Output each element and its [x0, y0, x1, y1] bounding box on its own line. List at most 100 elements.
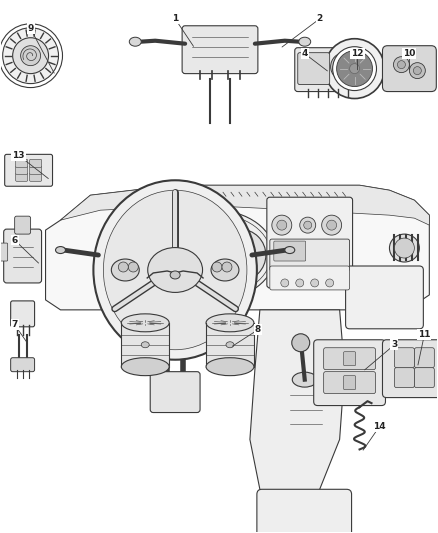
Circle shape	[410, 63, 425, 78]
FancyBboxPatch shape	[14, 216, 31, 234]
FancyBboxPatch shape	[270, 266, 350, 290]
Ellipse shape	[285, 247, 295, 254]
FancyBboxPatch shape	[11, 358, 35, 372]
Circle shape	[326, 279, 334, 287]
FancyBboxPatch shape	[16, 166, 28, 174]
FancyBboxPatch shape	[395, 368, 414, 387]
Circle shape	[393, 56, 410, 72]
FancyBboxPatch shape	[5, 155, 53, 186]
Text: 1: 1	[172, 14, 178, 23]
Circle shape	[118, 262, 128, 272]
Circle shape	[222, 262, 232, 272]
FancyBboxPatch shape	[343, 376, 356, 390]
FancyBboxPatch shape	[257, 489, 352, 533]
Circle shape	[337, 59, 353, 75]
Ellipse shape	[93, 180, 257, 360]
Circle shape	[212, 262, 222, 272]
FancyBboxPatch shape	[30, 166, 42, 174]
Polygon shape	[46, 185, 429, 310]
Ellipse shape	[299, 37, 311, 46]
Circle shape	[3, 28, 59, 84]
Text: 3: 3	[391, 340, 398, 349]
Circle shape	[277, 220, 287, 230]
Circle shape	[160, 220, 230, 290]
FancyBboxPatch shape	[324, 348, 375, 370]
Ellipse shape	[389, 234, 419, 262]
Circle shape	[325, 39, 385, 99]
Circle shape	[13, 38, 49, 74]
Ellipse shape	[56, 247, 66, 254]
Text: 2: 2	[317, 14, 323, 23]
FancyBboxPatch shape	[30, 173, 42, 181]
Text: 7: 7	[11, 320, 18, 329]
Ellipse shape	[211, 259, 239, 281]
Polygon shape	[60, 185, 429, 225]
Circle shape	[173, 233, 217, 277]
Ellipse shape	[111, 259, 139, 281]
FancyBboxPatch shape	[150, 372, 200, 413]
Circle shape	[304, 221, 312, 229]
Ellipse shape	[226, 342, 234, 348]
Text: 10: 10	[403, 49, 416, 58]
FancyBboxPatch shape	[270, 239, 350, 271]
FancyBboxPatch shape	[4, 229, 42, 283]
Ellipse shape	[141, 342, 149, 348]
Text: 4: 4	[301, 49, 308, 58]
FancyBboxPatch shape	[382, 340, 438, 398]
FancyBboxPatch shape	[314, 340, 385, 406]
Ellipse shape	[155, 210, 275, 300]
Circle shape	[224, 239, 256, 271]
Text: 12: 12	[351, 49, 364, 58]
Ellipse shape	[206, 314, 254, 332]
Circle shape	[331, 53, 359, 80]
FancyBboxPatch shape	[16, 159, 28, 167]
Ellipse shape	[129, 37, 141, 46]
Ellipse shape	[148, 247, 202, 293]
Polygon shape	[121, 323, 169, 367]
FancyBboxPatch shape	[16, 173, 28, 181]
FancyBboxPatch shape	[298, 53, 330, 85]
Ellipse shape	[170, 271, 180, 279]
FancyBboxPatch shape	[395, 348, 414, 368]
Text: 14: 14	[373, 422, 386, 431]
Circle shape	[350, 63, 360, 74]
Ellipse shape	[121, 314, 169, 332]
FancyBboxPatch shape	[324, 372, 375, 393]
Ellipse shape	[121, 358, 169, 376]
Circle shape	[327, 220, 337, 230]
Text: 13: 13	[12, 151, 25, 160]
FancyBboxPatch shape	[267, 197, 353, 288]
FancyBboxPatch shape	[274, 241, 306, 261]
Ellipse shape	[292, 372, 317, 387]
Circle shape	[413, 67, 421, 75]
FancyBboxPatch shape	[414, 368, 434, 387]
Ellipse shape	[103, 190, 247, 350]
Circle shape	[300, 217, 316, 233]
Text: 8: 8	[255, 325, 261, 334]
FancyBboxPatch shape	[382, 46, 436, 92]
Circle shape	[332, 47, 377, 91]
Circle shape	[281, 279, 289, 287]
Polygon shape	[250, 310, 345, 519]
Circle shape	[292, 334, 310, 352]
Ellipse shape	[206, 358, 254, 376]
Circle shape	[272, 215, 292, 235]
Circle shape	[311, 279, 319, 287]
FancyBboxPatch shape	[11, 301, 35, 327]
Circle shape	[214, 229, 266, 281]
Text: 9: 9	[28, 25, 34, 33]
FancyBboxPatch shape	[295, 47, 364, 92]
Circle shape	[397, 61, 406, 69]
FancyBboxPatch shape	[0, 243, 8, 261]
Circle shape	[321, 215, 342, 235]
FancyBboxPatch shape	[182, 26, 258, 74]
FancyBboxPatch shape	[343, 352, 356, 366]
FancyBboxPatch shape	[414, 348, 434, 368]
FancyBboxPatch shape	[30, 159, 42, 167]
Circle shape	[337, 51, 372, 86]
FancyBboxPatch shape	[346, 266, 424, 329]
Circle shape	[296, 279, 304, 287]
Polygon shape	[206, 323, 254, 367]
Circle shape	[395, 238, 414, 258]
Circle shape	[128, 262, 138, 272]
